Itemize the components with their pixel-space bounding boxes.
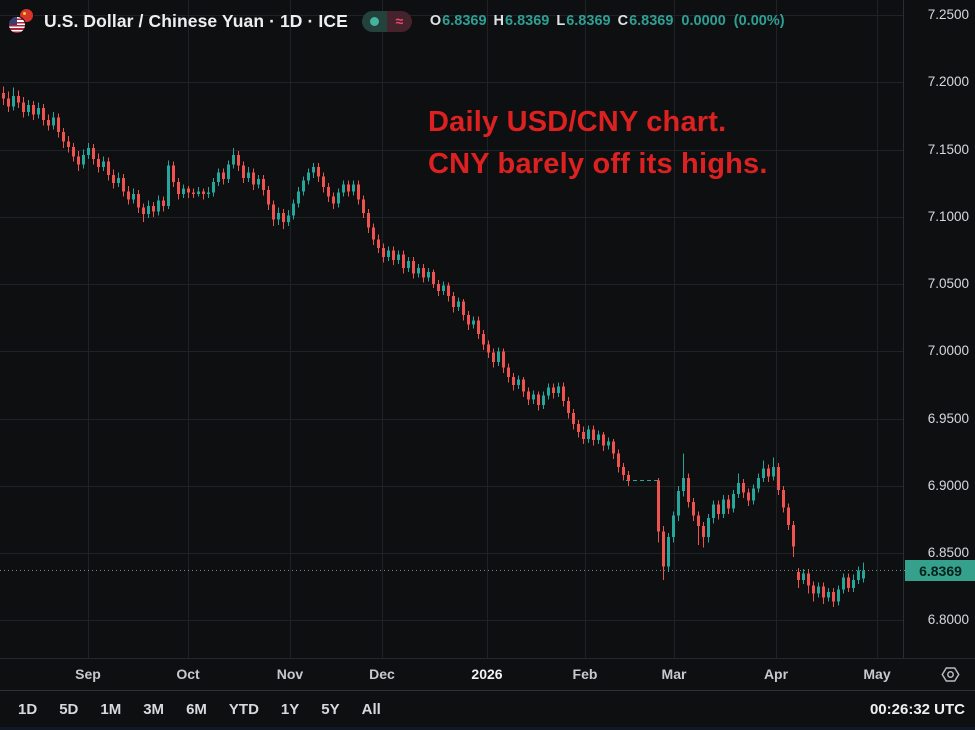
price-tick-label: 6.9500 xyxy=(927,410,969,426)
chart-header: U.S. Dollar / Chinese Yuan · 1D · ICE ≈ … xyxy=(8,8,785,34)
time-tick-label: Nov xyxy=(276,666,304,682)
price-tick-label: 7.2500 xyxy=(927,7,969,23)
close-value: 6.8369 xyxy=(629,13,674,29)
market-status-dot-icon[interactable] xyxy=(361,10,387,32)
clock-utc[interactable]: 00:26:32 UTC xyxy=(869,700,965,718)
change-percent: (0.00%) xyxy=(733,13,785,29)
price-tick-label: 7.1500 xyxy=(927,141,969,157)
time-axis[interactable]: Sep Oct Nov Dec 2026 Feb Mar Apr May xyxy=(0,658,975,690)
time-tick-label: Feb xyxy=(572,666,598,682)
time-tick-label: Oct xyxy=(176,666,200,682)
range-button-5d[interactable]: 5D xyxy=(59,700,79,718)
chart-text-annotation[interactable]: Daily USD/CNY chart. CNY barely off its … xyxy=(428,101,768,185)
china-flag-icon xyxy=(19,8,34,23)
date-range-switcher: 1D 5D 1M 3M 6M YTD 1Y 5Y All xyxy=(0,701,381,718)
range-button-1y[interactable]: 1Y xyxy=(280,700,300,718)
time-tick-label: 2026 xyxy=(471,666,503,682)
last-price-label: 6.8369 xyxy=(905,560,975,582)
range-button-5y[interactable]: 5Y xyxy=(321,700,340,718)
open-label: O xyxy=(429,13,442,29)
low-value: 6.8369 xyxy=(566,13,611,29)
low-label: L xyxy=(556,13,566,29)
annotation-line-1: Daily USD/CNY chart. xyxy=(428,106,727,138)
time-tick-label: Sep xyxy=(75,666,101,682)
price-tick-label: 7.2000 xyxy=(927,74,969,90)
close-label: C xyxy=(617,13,629,29)
range-button-all[interactable]: All xyxy=(361,700,381,718)
high-label: H xyxy=(493,13,504,29)
price-tick-label: 7.0000 xyxy=(927,343,969,359)
time-tick-label: Apr xyxy=(763,666,789,682)
approx-price-icon[interactable]: ≈ xyxy=(386,10,412,32)
bottom-toolbar: 1D 5D 1M 3M 6M YTD 1Y 5Y All 00:26:32 UTC xyxy=(0,690,975,730)
time-axis-settings-gear-icon[interactable] xyxy=(940,664,961,685)
time-tick-label: Dec xyxy=(369,666,395,682)
us-flag-icon xyxy=(8,16,26,34)
price-tick-label: 6.8000 xyxy=(927,612,969,628)
high-value: 6.8369 xyxy=(505,13,550,29)
symbol-title[interactable]: U.S. Dollar / Chinese Yuan · 1D · ICE xyxy=(44,10,348,31)
market-status-toggle[interactable]: ≈ xyxy=(361,10,412,32)
price-tick-label: 6.8500 xyxy=(927,545,969,561)
time-tick-label: Mar xyxy=(661,666,687,682)
price-tick-label: 7.1000 xyxy=(927,208,969,224)
ohlc-readout: O 6.8369 H 6.8369 L 6.8369 C 6.8369 0.0000 (… xyxy=(430,13,785,29)
price-tick-label: 6.9000 xyxy=(927,477,969,493)
open-value: 6.8369 xyxy=(442,13,487,29)
range-button-1d[interactable]: 1D xyxy=(18,700,38,718)
price-axis[interactable]: 6.8369 7.2500 7.2000 7.1500 7.1000 7.0500 7.0… xyxy=(903,0,975,658)
usd-cny-flags-icon xyxy=(8,8,34,34)
candlestick-chart[interactable] xyxy=(0,0,975,658)
range-button-3m[interactable]: 3M xyxy=(143,700,165,718)
annotation-line-2: CNY barely off its highs. xyxy=(428,148,768,180)
range-button-6m[interactable]: 6M xyxy=(186,700,207,718)
change-value: 0.0000 xyxy=(681,13,726,29)
range-button-ytd[interactable]: YTD xyxy=(228,700,259,718)
price-tick-label: 7.0500 xyxy=(927,276,969,292)
time-tick-label: May xyxy=(863,666,891,682)
range-button-1m[interactable]: 1M xyxy=(100,700,122,718)
